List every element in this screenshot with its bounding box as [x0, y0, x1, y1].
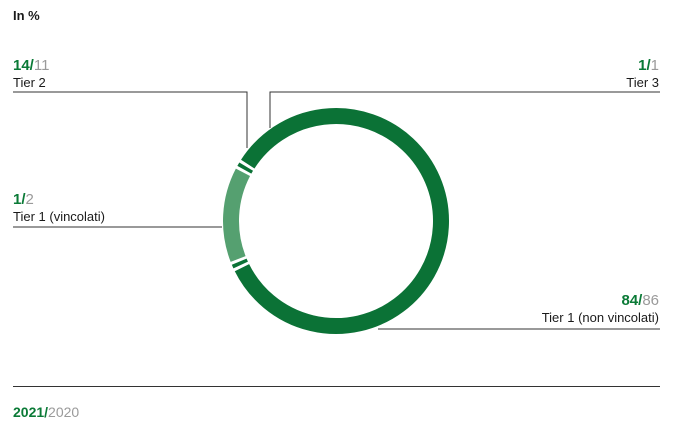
leader-line	[13, 91, 248, 148]
donut-slice	[237, 162, 254, 174]
label-tier3: 1/1 Tier 3	[626, 57, 659, 91]
slice-name: Tier 3	[626, 75, 659, 90]
label-tier2: 14/11 Tier 2	[13, 57, 49, 91]
value-2021: 84/	[621, 292, 643, 309]
legend-year-current: 2021	[13, 404, 45, 420]
value-2020: 1	[650, 57, 659, 74]
donut-ring	[223, 108, 449, 334]
label-tier1-vincolati: 1/2 Tier 1 (vincolati)	[13, 191, 105, 225]
donut-slice	[223, 168, 251, 262]
legend-separator: /	[44, 404, 49, 420]
divider	[13, 386, 660, 387]
value-2020: 11	[33, 57, 50, 74]
year-legend: 2021/2020	[13, 404, 79, 420]
legend-year-previous: 2020	[48, 404, 80, 420]
label-tier1-non-vincolati: 84/86 Tier 1 (non vincolati)	[542, 292, 659, 326]
value-2020: 86	[642, 292, 659, 309]
leader-line	[269, 91, 660, 128]
donut-slice	[231, 258, 248, 269]
value-2021: 14/	[13, 57, 34, 74]
slice-name: Tier 1 (non vincolati)	[541, 310, 659, 325]
value-2020: 2	[25, 191, 34, 208]
slice-name: Tier 2	[13, 75, 46, 90]
value-2021: 1/	[13, 191, 26, 208]
donut-slice	[234, 108, 449, 334]
unit-label: In %	[13, 8, 40, 23]
value-2021: 1/	[638, 57, 651, 74]
slice-name: Tier 1 (vincolati)	[13, 209, 105, 224]
leader-lines	[13, 91, 660, 330]
